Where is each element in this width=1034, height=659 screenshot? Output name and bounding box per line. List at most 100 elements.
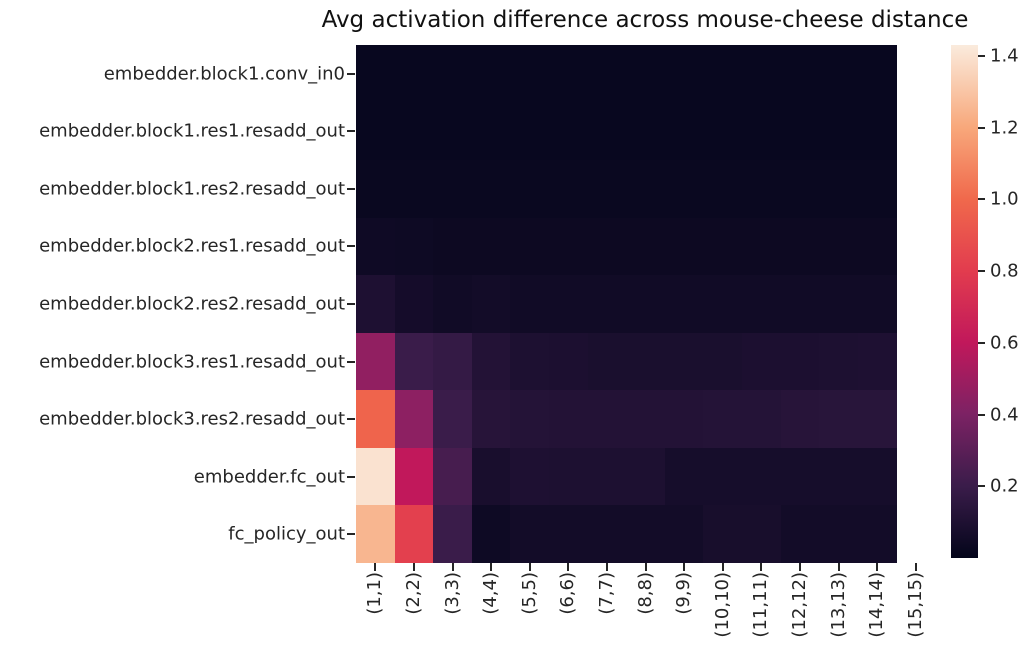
y-tick-mark bbox=[347, 72, 355, 75]
heatmap-cell bbox=[819, 45, 859, 104]
y-tick-mark bbox=[347, 303, 355, 305]
heatmap-cell bbox=[780, 217, 820, 276]
x-tick-label: (6,6) bbox=[557, 572, 579, 615]
heatmap-cell bbox=[433, 275, 473, 334]
y-tick-mark bbox=[347, 533, 355, 536]
x-tick-label: (1,1) bbox=[364, 572, 386, 615]
heatmap-cell bbox=[471, 505, 511, 564]
heatmap-cell bbox=[549, 447, 589, 506]
x-tick-mark bbox=[760, 563, 763, 571]
y-tick-mark bbox=[347, 130, 355, 133]
heatmap-cell bbox=[664, 332, 704, 391]
heatmap-cell bbox=[780, 45, 820, 104]
heatmap-cell bbox=[587, 102, 627, 161]
heatmap-cell bbox=[394, 390, 434, 449]
heatmap-cell bbox=[433, 45, 473, 104]
heatmap-cell bbox=[433, 447, 473, 506]
heatmap-cell bbox=[510, 505, 550, 564]
heatmap-cell bbox=[587, 390, 627, 449]
heatmap-cell bbox=[356, 45, 396, 104]
y-tick-label: embedder.block3.res2.resadd_out bbox=[39, 408, 345, 430]
heatmap-cell bbox=[433, 217, 473, 276]
x-tick-mark bbox=[876, 563, 879, 571]
x-tick-mark bbox=[374, 563, 377, 571]
y-tick-mark bbox=[347, 475, 355, 478]
heatmap-cell bbox=[394, 217, 434, 276]
heatmap-cell bbox=[510, 447, 550, 506]
heatmap-cell bbox=[703, 332, 743, 391]
heatmap-cell bbox=[626, 160, 666, 219]
y-tick-mark bbox=[347, 360, 355, 363]
heatmap-cell bbox=[356, 390, 396, 449]
heatmap-cell bbox=[471, 275, 511, 334]
heatmap-cell bbox=[433, 160, 473, 219]
y-tick-mark bbox=[347, 418, 355, 421]
colorbar-tick-mark bbox=[978, 413, 985, 416]
heatmap-cell bbox=[703, 447, 743, 506]
heatmap-cell bbox=[664, 275, 704, 334]
heatmap-cell bbox=[587, 505, 627, 564]
heatmap-cell bbox=[394, 45, 434, 104]
x-tick-label: (12,12) bbox=[788, 572, 810, 638]
heatmap-cell bbox=[510, 390, 550, 449]
colorbar-tick-label: 0.8 bbox=[990, 260, 1019, 282]
heatmap-cell bbox=[819, 217, 859, 276]
heatmap-cell bbox=[703, 45, 743, 104]
x-tick-label: (14,14) bbox=[866, 572, 888, 638]
heatmap-cell bbox=[356, 275, 396, 334]
colorbar-gradient bbox=[951, 45, 978, 558]
x-tick-mark bbox=[412, 563, 415, 571]
heatmap-cell bbox=[356, 160, 396, 219]
heatmap-cell bbox=[587, 275, 627, 334]
x-tick-mark bbox=[490, 563, 493, 571]
x-tick-label: (8,8) bbox=[634, 572, 656, 615]
heatmap-cell bbox=[780, 275, 820, 334]
heatmap-cell bbox=[471, 102, 511, 161]
heatmap-cell bbox=[857, 102, 897, 161]
heatmap-cell bbox=[703, 217, 743, 276]
heatmap-cell bbox=[664, 160, 704, 219]
heatmap-cell bbox=[664, 45, 704, 104]
x-tick-mark bbox=[605, 563, 608, 571]
colorbar-tick-label: 1.0 bbox=[990, 188, 1019, 210]
heatmap-cell bbox=[819, 102, 859, 161]
heatmap-cell bbox=[510, 160, 550, 219]
y-tick-label: embedder.block3.res1.resadd_out bbox=[39, 351, 345, 373]
heatmap-cell bbox=[549, 505, 589, 564]
heatmap-plot bbox=[356, 45, 935, 564]
x-tick-label: (3,3) bbox=[441, 572, 463, 615]
heatmap-cell bbox=[819, 390, 859, 449]
heatmap-cell bbox=[549, 275, 589, 334]
x-tick-mark bbox=[567, 563, 570, 571]
x-tick-label: (9,9) bbox=[673, 572, 695, 615]
heatmap-cell bbox=[549, 217, 589, 276]
heatmap-cell bbox=[394, 505, 434, 564]
heatmap-cell bbox=[356, 505, 396, 564]
heatmap-cell bbox=[819, 332, 859, 391]
x-tick-label: (15,15) bbox=[904, 572, 926, 638]
heatmap-cell bbox=[356, 217, 396, 276]
colorbar-tick-mark bbox=[978, 485, 985, 488]
heatmap-cell bbox=[471, 447, 511, 506]
colorbar-tick-label: 1.4 bbox=[990, 45, 1019, 67]
heatmap-cell bbox=[356, 332, 396, 391]
y-tick-label: embedder.block1.res2.resadd_out bbox=[39, 178, 345, 200]
heatmap-cell bbox=[780, 102, 820, 161]
heatmap-cell bbox=[549, 45, 589, 104]
x-tick-label: (11,11) bbox=[750, 572, 772, 638]
heatmap-cell bbox=[819, 447, 859, 506]
heatmap-cell bbox=[857, 332, 897, 391]
heatmap-cell bbox=[587, 160, 627, 219]
heatmap-cell bbox=[356, 447, 396, 506]
heatmap-cell bbox=[703, 505, 743, 564]
heatmap-cell bbox=[394, 275, 434, 334]
heatmap-cell bbox=[780, 160, 820, 219]
heatmap-cell bbox=[471, 390, 511, 449]
heatmap-cell bbox=[780, 332, 820, 391]
heatmap-cell bbox=[742, 505, 782, 564]
x-tick-mark bbox=[721, 563, 724, 571]
heatmap-cell bbox=[626, 45, 666, 104]
heatmap-cell bbox=[510, 45, 550, 104]
heatmap-cell bbox=[510, 332, 550, 391]
